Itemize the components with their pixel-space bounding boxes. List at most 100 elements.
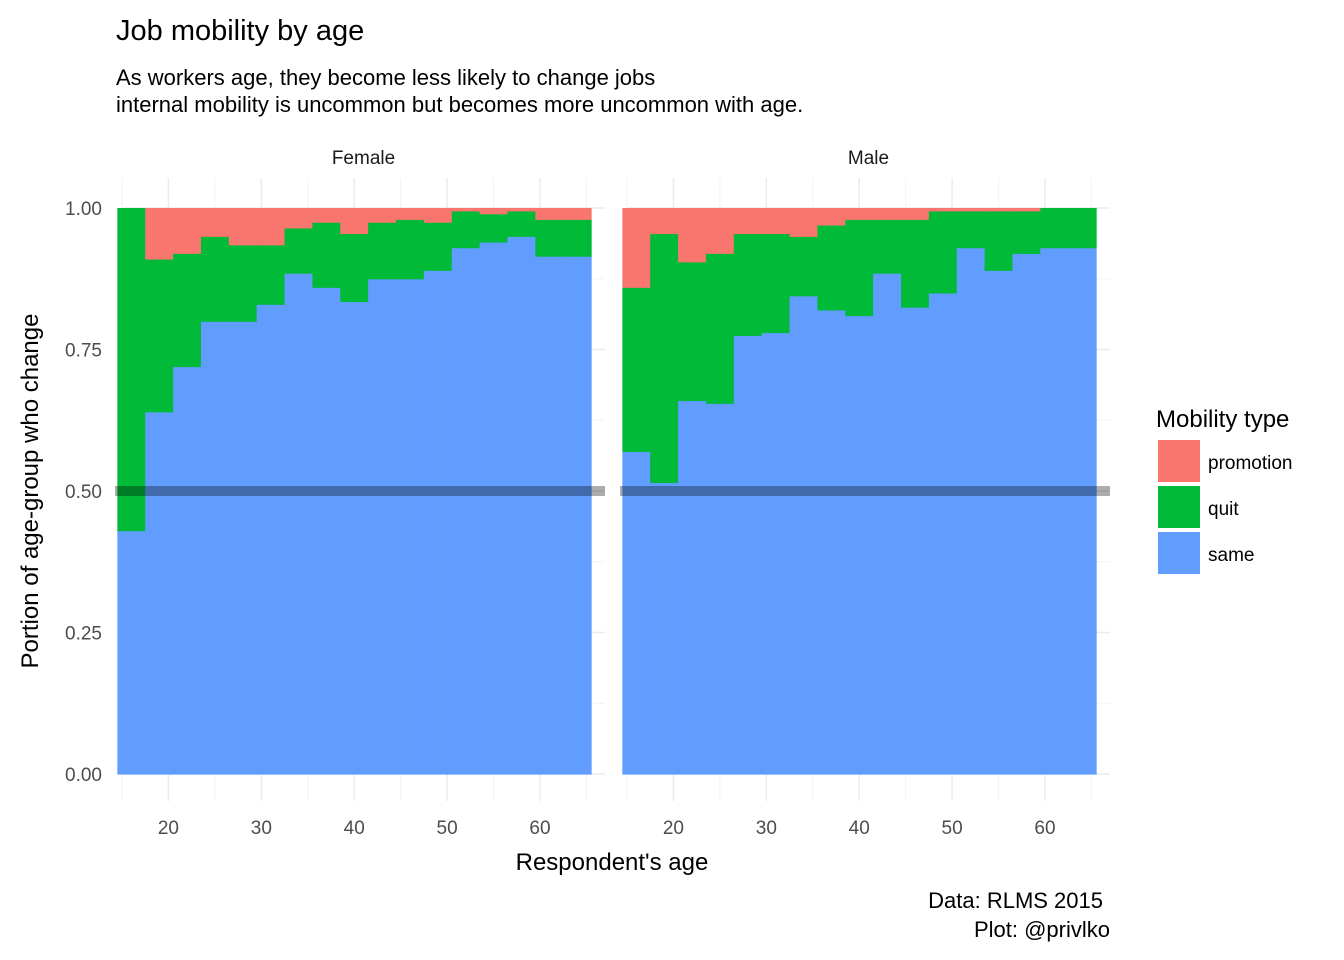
bar-promotion-34	[284, 208, 314, 229]
bar-same-58	[507, 236, 536, 775]
bar-quit-25	[200, 236, 230, 322]
legend-key-same	[1158, 532, 1200, 574]
chart-subtitle-line-1: As workers age, they become less likely …	[116, 65, 655, 90]
y-axis-title: Portion of age-group who change	[17, 314, 44, 669]
bar-same-43	[873, 273, 902, 775]
bar-promotion-61	[535, 208, 564, 220]
bar-promotion-19	[650, 208, 679, 235]
bar-promotion-22	[173, 208, 202, 254]
bar-same-34	[789, 295, 819, 775]
x-tick-label: 60	[529, 818, 550, 839]
bar-quit-40	[845, 219, 874, 317]
legend-key-quit	[1158, 486, 1200, 528]
bar-quit-37	[312, 222, 341, 288]
x-tick-label: 20	[663, 818, 684, 839]
caption-line-1: Data: RLMS 2015	[928, 888, 1103, 913]
bar-same-43	[368, 278, 397, 775]
bar-quit-61	[535, 219, 564, 257]
bar-quit-52	[451, 210, 481, 249]
bar-promotion-31	[761, 208, 791, 235]
chart-subtitle-line-2: internal mobility is uncommon but become…	[116, 92, 803, 117]
bar-quit-40	[340, 233, 369, 302]
legend: Mobility type promotion quit same	[1156, 406, 1293, 574]
bar-same-31	[761, 332, 791, 775]
bar-quit-49	[928, 210, 958, 294]
bar-promotion-55	[479, 208, 509, 215]
y-tick-label: 0.50	[65, 482, 102, 503]
bar-quit-22	[173, 253, 202, 368]
bar-quit-37	[817, 224, 846, 311]
bar-promotion-43	[873, 208, 902, 220]
bar-quit-34	[789, 236, 819, 297]
bar-same-46	[396, 278, 425, 775]
bar-same-61	[535, 256, 564, 775]
chart-title: Job mobility by age	[116, 15, 364, 47]
x-axis-title: Respondent's age	[516, 849, 709, 876]
bar-quit-31	[256, 244, 286, 305]
bar-same-16	[622, 451, 651, 775]
bar-same-31	[256, 304, 286, 775]
bar-same-61	[1040, 247, 1069, 775]
bar-promotion-34	[789, 208, 819, 237]
bar-same-55	[479, 241, 509, 775]
bar-promotion-16	[622, 208, 651, 288]
bar-quit-64	[563, 219, 592, 257]
bar-quit-16	[622, 287, 651, 452]
y-tick-label: 0.25	[65, 624, 102, 645]
bar-quit-46	[396, 219, 425, 280]
bar-promotion-64	[563, 208, 592, 220]
y-tick-label: 0.75	[65, 341, 102, 362]
bar-same-19	[650, 482, 679, 775]
bar-quit-28	[733, 233, 763, 336]
bar-promotion-58	[507, 208, 536, 212]
bar-quit-46	[901, 219, 930, 308]
x-tick-label: 50	[437, 818, 458, 839]
bar-quit-19	[650, 233, 679, 484]
bar-quit-25	[705, 253, 735, 404]
x-tick-label: 20	[158, 818, 179, 839]
bar-quit-31	[761, 233, 791, 334]
bar-same-25	[705, 403, 735, 775]
bar-quit-58	[507, 210, 536, 237]
bar-promotion-25	[705, 208, 735, 254]
bar-same-37	[312, 287, 341, 775]
bar-same-46	[901, 307, 930, 775]
x-tick-label: 50	[942, 818, 963, 839]
bar-promotion-52	[956, 208, 986, 212]
bar-quit-34	[284, 227, 314, 274]
legend-key-promotion	[1158, 440, 1200, 482]
bar-same-22	[678, 400, 707, 775]
bar-quit-58	[1012, 210, 1041, 254]
caption-line-2: Plot: @privlko	[974, 917, 1110, 942]
bar-same-55	[984, 270, 1014, 775]
bar-promotion-49	[423, 208, 453, 223]
bar-same-22	[173, 366, 202, 775]
bar-same-34	[284, 273, 314, 775]
bar-promotion-43	[368, 208, 397, 223]
bar-quit-43	[368, 222, 397, 280]
bar-promotion-28	[733, 208, 763, 235]
bar-quit-55	[479, 213, 509, 243]
y-tick-label: 1.00	[65, 199, 102, 220]
legend-label-same: same	[1208, 545, 1254, 566]
bar-quit-16	[117, 208, 146, 532]
bar-promotion-31	[256, 208, 286, 246]
bar-same-58	[1012, 253, 1041, 775]
bar-same-37	[817, 309, 846, 775]
x-tick-label: 30	[756, 818, 777, 839]
bar-promotion-52	[451, 208, 481, 212]
bar-promotion-46	[901, 208, 930, 220]
x-tick-label: 60	[1034, 818, 1055, 839]
bar-same-52	[956, 247, 986, 775]
bar-same-40	[340, 301, 369, 775]
legend-label-promotion: promotion	[1208, 453, 1293, 474]
x-tick-label: 40	[344, 818, 365, 839]
bar-promotion-19	[145, 208, 174, 260]
bar-quit-61	[1040, 208, 1069, 249]
bar-quit-64	[1068, 208, 1097, 249]
bar-same-64	[563, 256, 592, 775]
strip-label-male: Male	[848, 148, 889, 169]
legend-title: Mobility type	[1156, 406, 1289, 433]
facet-panels: Female 20 30 40 50 60 Male 20 30 40 50 60 0.00 0.25 0.…	[65, 148, 1110, 839]
